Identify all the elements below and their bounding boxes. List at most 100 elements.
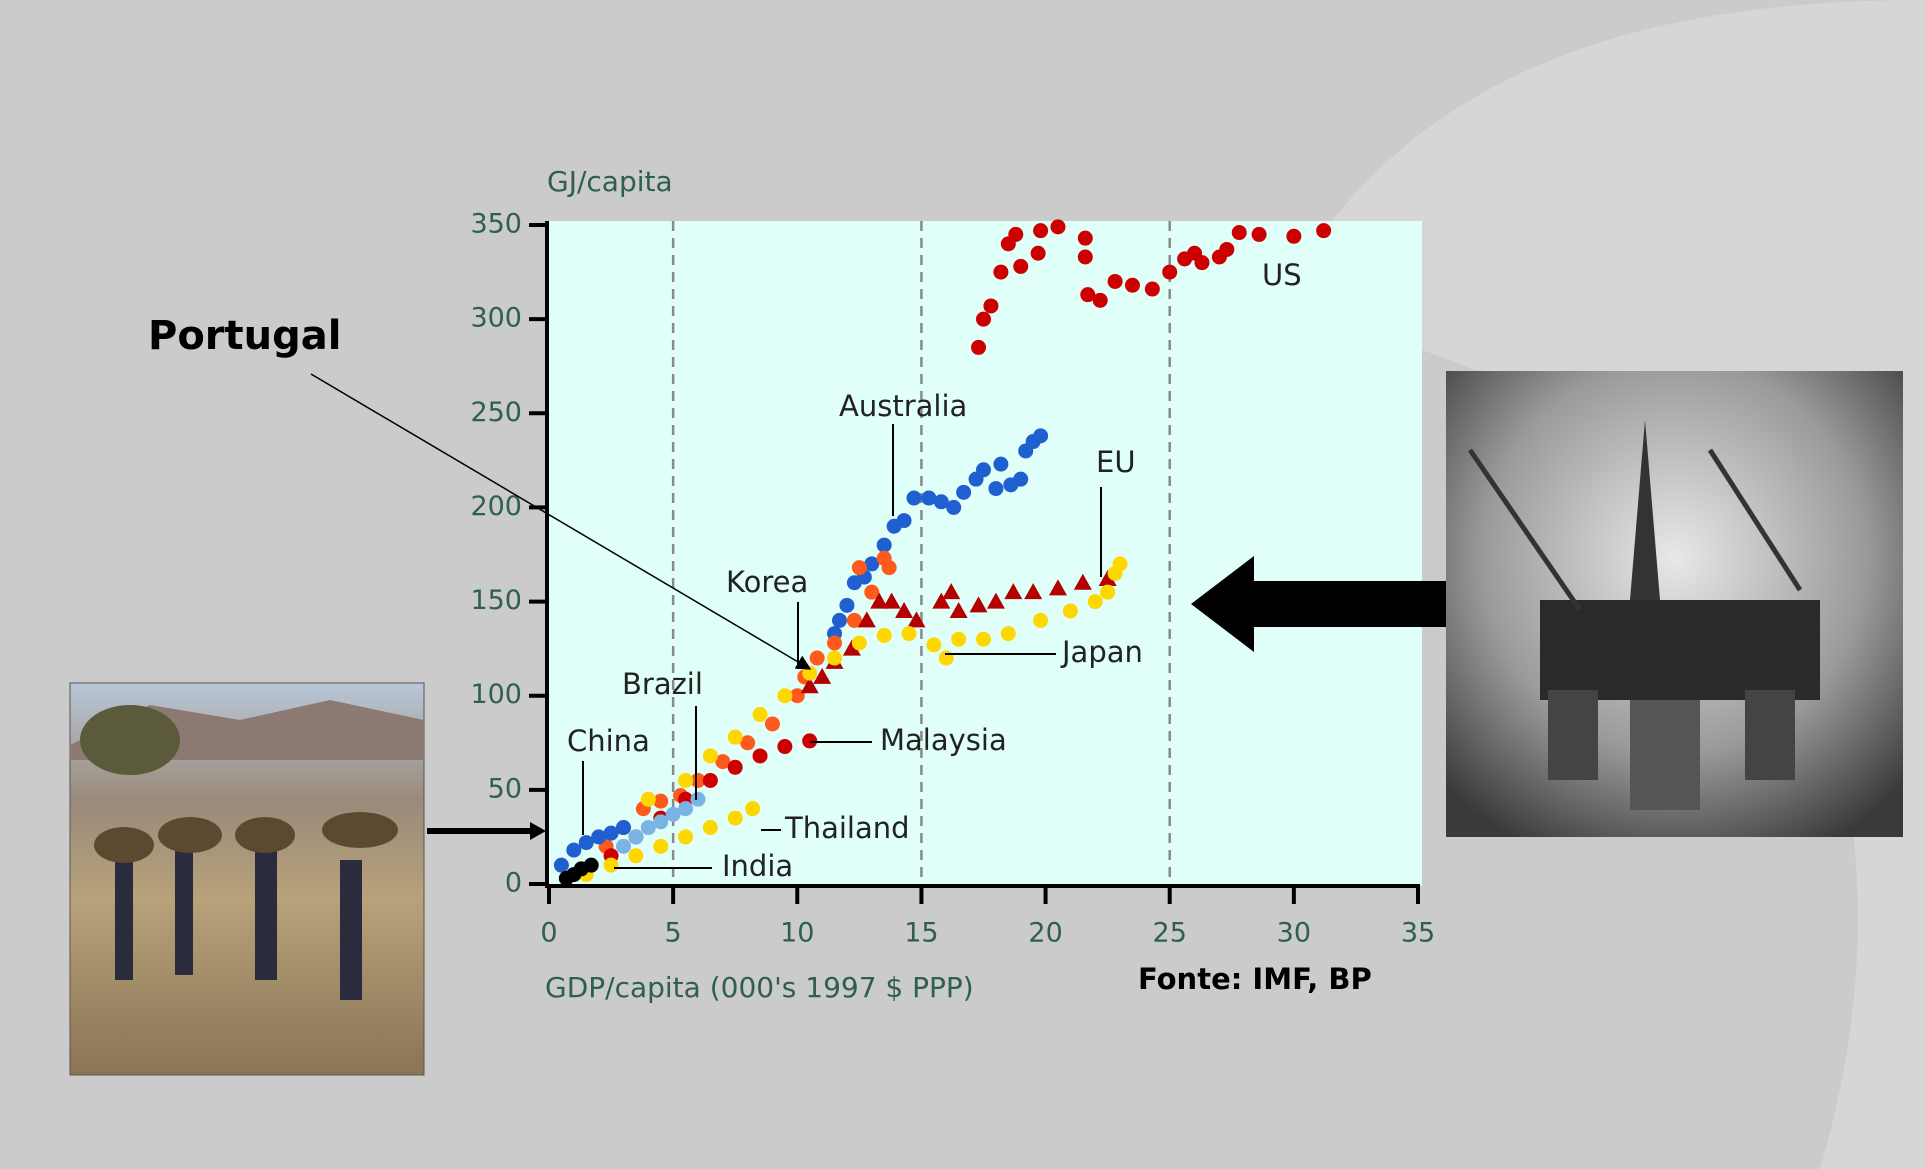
x-tick-label: 0 bbox=[540, 918, 557, 949]
data-point bbox=[765, 716, 780, 731]
data-point bbox=[897, 513, 912, 528]
y-axis-title: GJ/capita bbox=[547, 165, 673, 198]
data-point bbox=[1125, 278, 1140, 293]
data-point bbox=[882, 560, 897, 575]
left-photo bbox=[70, 683, 424, 1075]
data-point bbox=[1316, 223, 1331, 238]
x-tick-label: 5 bbox=[665, 918, 682, 949]
x-tick-label: 20 bbox=[1028, 918, 1062, 949]
series-label: China bbox=[567, 724, 650, 758]
data-point bbox=[690, 792, 705, 807]
series-label: Australia bbox=[839, 389, 967, 423]
data-point bbox=[1078, 250, 1093, 265]
data-point bbox=[1063, 603, 1078, 618]
series-label: US bbox=[1262, 258, 1302, 292]
data-point bbox=[1008, 227, 1023, 242]
data-point bbox=[678, 829, 693, 844]
data-point bbox=[745, 801, 760, 816]
data-point bbox=[1093, 293, 1108, 308]
data-point bbox=[810, 651, 825, 666]
data-point bbox=[584, 858, 599, 873]
right-photo bbox=[1446, 371, 1903, 837]
data-point bbox=[604, 858, 619, 873]
series-label: Korea bbox=[726, 565, 808, 599]
data-point bbox=[1031, 246, 1046, 261]
data-point bbox=[902, 626, 917, 641]
data-point bbox=[703, 820, 718, 835]
data-point bbox=[777, 688, 792, 703]
data-point bbox=[728, 730, 743, 745]
data-point bbox=[827, 635, 842, 650]
data-point bbox=[1286, 229, 1301, 244]
data-point bbox=[983, 298, 998, 313]
data-point bbox=[753, 748, 768, 763]
data-point bbox=[971, 340, 986, 355]
data-point bbox=[976, 462, 991, 477]
data-point bbox=[728, 811, 743, 826]
portugal-callout: Portugal bbox=[148, 313, 341, 359]
data-point bbox=[827, 651, 842, 666]
data-point bbox=[951, 632, 966, 647]
data-point bbox=[852, 635, 867, 650]
y-tick-label: 300 bbox=[470, 303, 522, 334]
data-point bbox=[1113, 556, 1128, 571]
data-point bbox=[653, 814, 668, 829]
series-label: EU bbox=[1096, 445, 1136, 479]
data-point bbox=[832, 613, 847, 628]
data-point bbox=[554, 858, 569, 873]
data-point bbox=[1078, 231, 1093, 246]
y-tick-label: 0 bbox=[505, 868, 522, 899]
data-point bbox=[1100, 585, 1115, 600]
source-note: Fonte: IMF, BP bbox=[1138, 962, 1372, 996]
y-tick-label: 200 bbox=[470, 491, 522, 522]
data-point bbox=[653, 839, 668, 854]
series-label: Thailand bbox=[784, 811, 910, 845]
data-point bbox=[1001, 626, 1016, 641]
data-point bbox=[1232, 225, 1247, 240]
data-point bbox=[976, 312, 991, 327]
data-point bbox=[1013, 259, 1028, 274]
data-point bbox=[628, 848, 643, 863]
y-tick-label: 100 bbox=[470, 679, 522, 710]
data-point bbox=[1050, 219, 1065, 234]
data-point bbox=[1145, 282, 1160, 297]
data-point bbox=[1033, 428, 1048, 443]
data-point bbox=[1088, 594, 1103, 609]
data-point bbox=[1013, 472, 1028, 487]
data-point bbox=[1194, 255, 1209, 270]
data-point bbox=[678, 773, 693, 788]
data-point bbox=[616, 839, 631, 854]
data-point bbox=[1033, 223, 1048, 238]
data-point bbox=[802, 733, 817, 748]
y-tick-label: 50 bbox=[488, 773, 522, 804]
data-point bbox=[976, 632, 991, 647]
data-point bbox=[906, 491, 921, 506]
x-tick-label: 35 bbox=[1401, 918, 1435, 949]
data-point bbox=[877, 538, 892, 553]
slide: 05010015020025030035005101520253035USAus… bbox=[0, 0, 1925, 1169]
data-point bbox=[852, 560, 867, 575]
data-point bbox=[993, 457, 1008, 472]
data-point bbox=[566, 843, 581, 858]
data-point bbox=[926, 637, 941, 652]
x-tick-label: 15 bbox=[904, 918, 938, 949]
data-point bbox=[993, 265, 1008, 280]
data-point bbox=[777, 739, 792, 754]
data-point bbox=[802, 666, 817, 681]
data-point bbox=[641, 792, 656, 807]
data-point bbox=[703, 748, 718, 763]
data-point bbox=[839, 598, 854, 613]
x-tick-label: 10 bbox=[780, 918, 814, 949]
y-tick-label: 350 bbox=[470, 209, 522, 240]
data-point bbox=[628, 829, 643, 844]
x-tick-label: 30 bbox=[1277, 918, 1311, 949]
data-point bbox=[988, 481, 1003, 496]
y-tick-label: 150 bbox=[470, 585, 522, 616]
y-tick-label: 250 bbox=[470, 397, 522, 428]
data-point bbox=[1252, 227, 1267, 242]
small-arrow-head bbox=[530, 822, 546, 840]
data-point bbox=[946, 500, 961, 515]
series-label: Brazil bbox=[622, 667, 703, 701]
data-point bbox=[1162, 265, 1177, 280]
data-point bbox=[939, 651, 954, 666]
